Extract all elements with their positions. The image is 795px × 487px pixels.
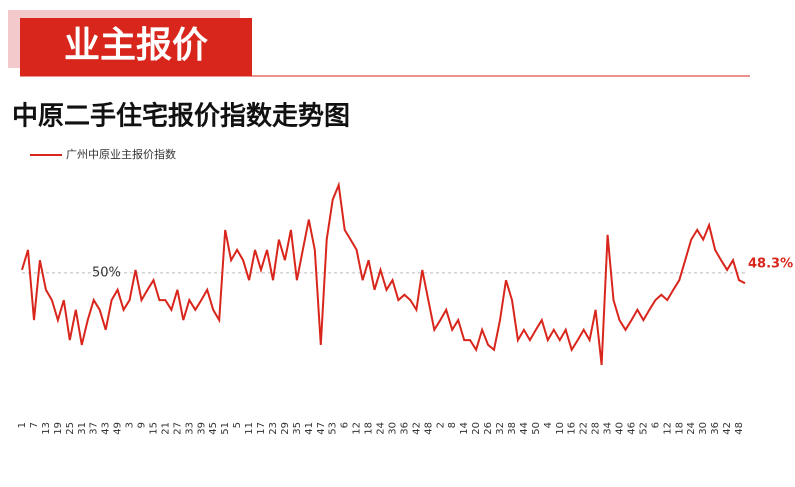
x-tick-label: 9 [137,422,148,428]
x-tick-label: 2 [435,422,446,428]
x-tick-label: 47 [316,422,327,435]
x-tick-label: 33 [184,422,195,435]
header-box [20,18,252,76]
x-tick-label: 44 [519,422,530,435]
x-tick-label: 35 [292,422,303,435]
x-tick-label: 46 [626,422,637,435]
x-tick-label: 6 [650,422,661,428]
x-tick-label: 48 [734,422,745,435]
x-tick-label: 31 [77,422,88,435]
x-tick-label: 18 [364,422,375,435]
x-tick-label: 24 [376,422,387,435]
x-tick-label: 25 [65,422,76,435]
x-tick-label: 15 [148,422,159,435]
x-tick-label: 13 [41,422,52,435]
x-tick-label: 11 [244,422,255,435]
x-tick-label: 45 [208,422,219,435]
x-tick-label: 28 [591,422,602,435]
legend-label: 广州中原业主报价指数 [66,147,176,161]
x-tick-label: 37 [89,422,100,435]
x-tick-label: 38 [507,422,518,435]
x-tick-label: 41 [304,422,315,435]
x-tick-label: 52 [638,422,649,435]
x-tick-label: 3 [125,422,136,428]
x-tick-label: 1 [17,422,28,428]
x-tick-label: 43 [101,422,112,435]
x-tick-label: 42 [722,422,733,435]
x-tick-label: 30 [387,422,398,435]
x-tick-label: 5 [232,422,243,428]
x-tick-label: 6 [340,422,351,428]
x-tick-label: 22 [579,422,590,435]
x-tick-label: 16 [567,422,578,435]
x-tick-label: 27 [172,422,183,435]
series-line [21,181,746,366]
x-tick-label: 26 [483,422,494,435]
value-label: 48.3% [748,257,793,272]
reference-label: 50% [92,265,121,280]
x-tick-label: 8 [447,422,458,428]
x-tick-label: 42 [411,422,422,435]
x-tick-label: 30 [698,422,709,435]
x-tick-label: 4 [543,422,554,428]
x-tick-label: 51 [220,422,231,435]
x-tick-label: 53 [328,422,339,435]
x-tick-label: 50 [531,422,542,435]
x-tick-label: 24 [686,422,697,435]
chart-title: 中原二手住宅报价指数走势图 [12,101,350,132]
x-tick-label: 32 [495,422,506,435]
x-tick-label: 36 [399,422,410,435]
header-title: 业主报价 [64,25,208,66]
x-tick-label: 48 [423,422,434,435]
x-tick-label: 12 [352,422,363,435]
x-tick-label: 20 [471,422,482,435]
x-tick-label: 21 [160,422,171,435]
x-tick-label: 39 [196,422,207,435]
x-tick-label: 23 [268,422,279,435]
x-tick-label: 7 [29,422,40,428]
x-tick-label: 49 [113,422,124,435]
x-tick-label: 40 [615,422,626,435]
x-tick-label: 18 [674,422,685,435]
x-tick-label: 29 [280,422,291,435]
x-tick-label: 10 [555,422,566,435]
x-tick-label: 12 [662,422,673,435]
x-tick-label: 19 [53,422,64,435]
x-tick-label: 36 [710,422,721,435]
x-tick-label: 34 [603,422,614,435]
x-tick-label: 14 [459,422,470,435]
x-tick-label: 17 [256,422,267,435]
